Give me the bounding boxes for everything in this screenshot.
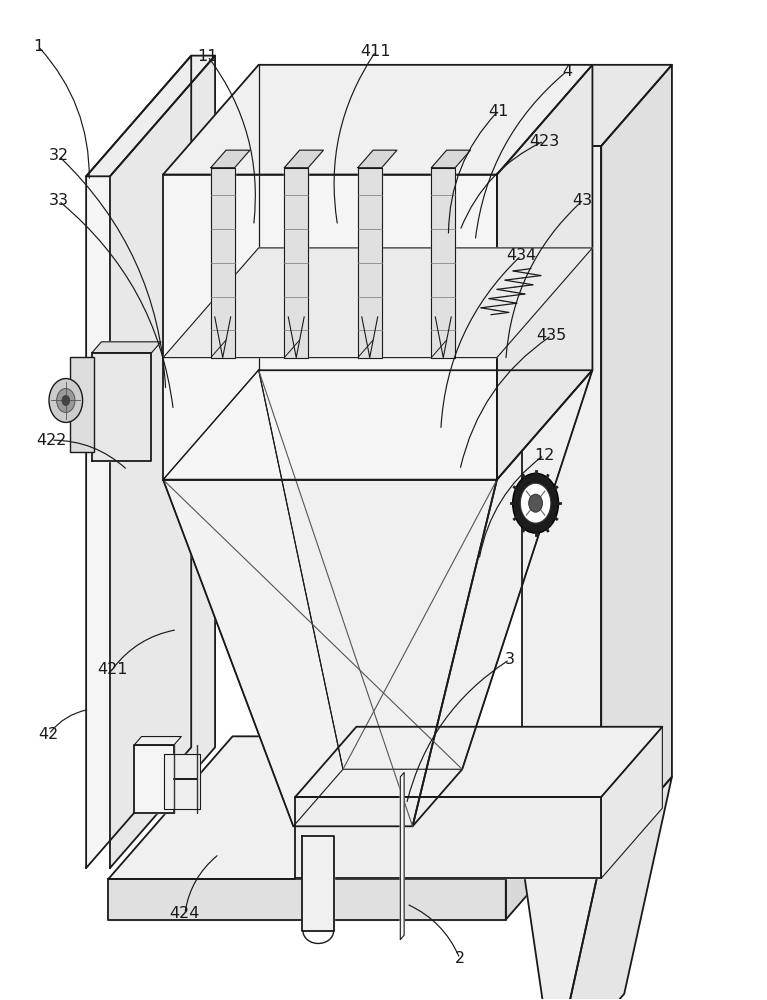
Text: 41: 41 (488, 104, 509, 119)
Text: 423: 423 (529, 133, 559, 148)
Polygon shape (400, 772, 404, 940)
Circle shape (528, 494, 542, 512)
Text: 2: 2 (455, 951, 465, 966)
Polygon shape (163, 248, 592, 358)
Polygon shape (497, 65, 592, 480)
Polygon shape (86, 56, 191, 868)
Polygon shape (163, 65, 592, 175)
Polygon shape (163, 175, 497, 480)
Polygon shape (211, 150, 250, 168)
Text: 42: 42 (38, 727, 59, 742)
Polygon shape (358, 150, 397, 168)
Polygon shape (413, 370, 592, 826)
Text: 32: 32 (48, 148, 69, 163)
Text: 4: 4 (562, 64, 572, 79)
Polygon shape (86, 56, 215, 176)
Polygon shape (108, 736, 630, 879)
Polygon shape (134, 737, 181, 745)
Polygon shape (431, 168, 455, 358)
Polygon shape (522, 858, 601, 1000)
Polygon shape (522, 146, 601, 858)
Polygon shape (295, 727, 663, 797)
Text: 33: 33 (49, 193, 69, 208)
Polygon shape (358, 168, 382, 358)
Circle shape (520, 483, 551, 523)
Text: 3: 3 (505, 652, 515, 667)
Polygon shape (258, 370, 592, 769)
Polygon shape (431, 150, 470, 168)
Polygon shape (554, 777, 672, 1000)
Text: 435: 435 (536, 328, 567, 343)
Polygon shape (285, 150, 324, 168)
Polygon shape (164, 754, 199, 809)
Circle shape (57, 389, 75, 412)
Circle shape (49, 379, 83, 422)
Text: 12: 12 (534, 448, 555, 463)
Text: 421: 421 (97, 662, 127, 677)
Polygon shape (134, 745, 173, 813)
Polygon shape (285, 168, 308, 358)
Text: 43: 43 (572, 193, 592, 208)
Polygon shape (601, 727, 663, 878)
Text: 424: 424 (170, 906, 200, 921)
Polygon shape (522, 65, 672, 146)
Text: 434: 434 (506, 248, 536, 263)
Text: 411: 411 (360, 44, 391, 59)
Text: 422: 422 (36, 433, 66, 448)
Circle shape (62, 395, 70, 405)
Polygon shape (163, 480, 497, 826)
Polygon shape (505, 736, 630, 920)
Polygon shape (110, 56, 215, 868)
Polygon shape (70, 357, 94, 452)
Polygon shape (163, 370, 343, 826)
Polygon shape (92, 353, 151, 461)
Text: 11: 11 (197, 49, 218, 64)
Polygon shape (601, 65, 672, 858)
Text: 1: 1 (33, 39, 43, 54)
Polygon shape (92, 342, 161, 353)
Circle shape (512, 473, 558, 533)
Polygon shape (295, 797, 601, 878)
Polygon shape (211, 168, 235, 358)
Polygon shape (108, 879, 505, 920)
Polygon shape (302, 836, 334, 931)
